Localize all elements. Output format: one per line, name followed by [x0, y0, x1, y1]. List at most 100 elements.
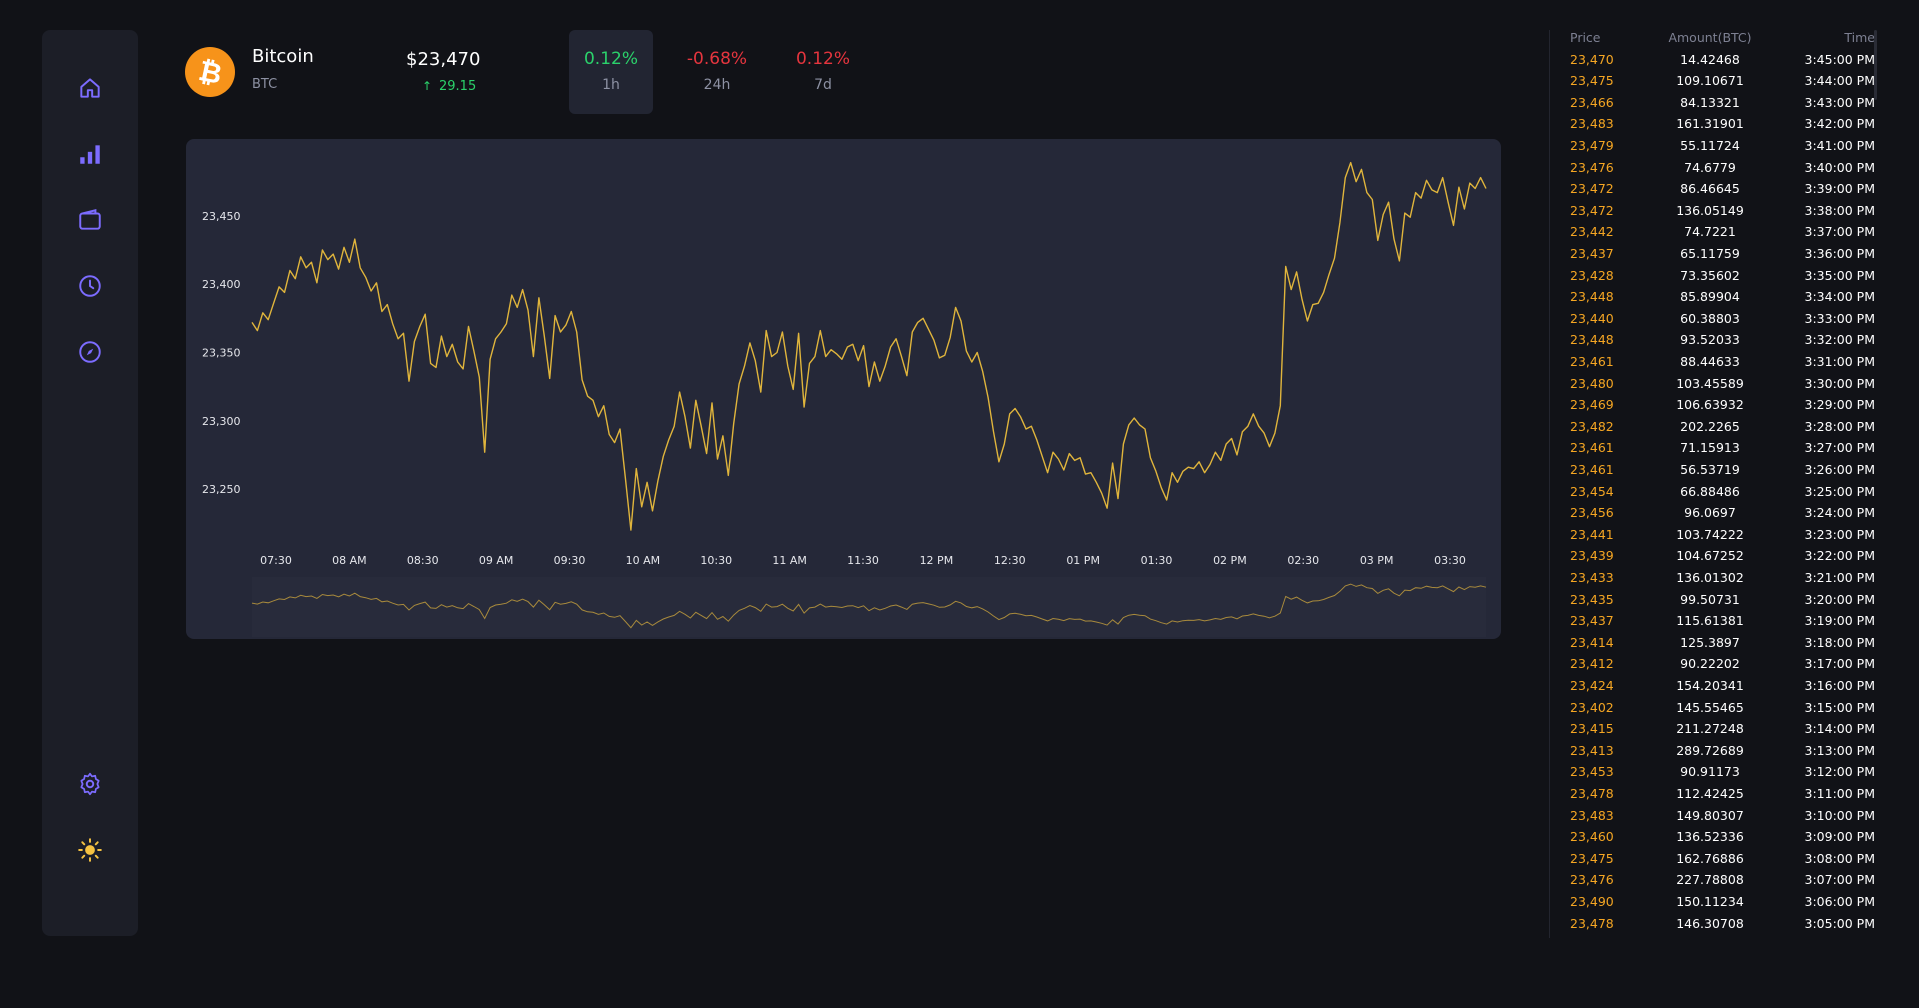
theme-toggle-button[interactable] — [74, 834, 106, 866]
trade-price: 23,479 — [1570, 138, 1614, 153]
trade-row: 23,478 146.30708 3:05:00 PM — [1550, 916, 1875, 938]
settings-button[interactable] — [74, 768, 106, 800]
sun-icon — [78, 838, 102, 862]
trade-row: 23,412 90.22202 3:17:00 PM — [1550, 656, 1875, 678]
trade-row: 23,413 289.72689 3:13:00 PM — [1550, 743, 1875, 765]
trade-price: 23,472 — [1570, 202, 1614, 218]
trade-row: 23,414 125.3897 3:18:00 PM — [1550, 635, 1875, 657]
tab-24h[interactable]: -0.68% 24h — [675, 30, 759, 114]
trade-amount: 154.20341 — [1676, 678, 1744, 693]
trade-amount: 73.35602 — [1680, 267, 1740, 283]
trade-row: 23,454 66.88486 3:25:00 PM — [1550, 484, 1875, 506]
x-tick-label: 09 AM — [479, 554, 514, 567]
trade-amount: 90.91173 — [1680, 764, 1740, 780]
y-tick-label: 23,450 — [202, 210, 241, 223]
trade-price: 23,415 — [1570, 721, 1614, 737]
arrow-up-icon: ↑ — [422, 79, 433, 93]
coin-symbol: BTC — [252, 77, 278, 92]
trade-amount: 112.42425 — [1676, 786, 1744, 801]
trade-amount: 146.30708 — [1676, 915, 1744, 931]
trade-amount: 136.01302 — [1676, 570, 1744, 585]
trade-time: 3:09:00 PM — [1804, 829, 1875, 845]
trade-amount: 99.50731 — [1680, 591, 1740, 607]
x-tick-label: 01 PM — [1066, 554, 1100, 567]
trade-time: 3:32:00 PM — [1804, 332, 1875, 348]
x-tick-label: 03:30 — [1434, 554, 1466, 567]
trade-time: 3:45:00 PM — [1804, 51, 1875, 67]
trade-header: Price Amount(BTC) Time — [1550, 30, 1875, 52]
y-tick-label: 23,250 — [202, 483, 241, 496]
trade-row: 23,475 109.10671 3:44:00 PM — [1550, 73, 1875, 95]
trade-amount: 202.2265 — [1680, 418, 1740, 434]
sidebar-item-home[interactable] — [74, 72, 106, 104]
trade-time: 3:35:00 PM — [1804, 267, 1875, 283]
trade-row: 23,466 84.13321 3:43:00 PM — [1550, 95, 1875, 117]
trade-time: 3:33:00 PM — [1804, 310, 1875, 326]
trade-amount: 103.45589 — [1676, 375, 1744, 391]
trade-time: 3:29:00 PM — [1804, 397, 1875, 413]
trade-row: 23,476 227.78808 3:07:00 PM — [1550, 872, 1875, 894]
trade-row: 23,439 104.67252 3:22:00 PM — [1550, 548, 1875, 570]
trade-row: 23,461 56.53719 3:26:00 PM — [1550, 462, 1875, 484]
trade-time: 3:26:00 PM — [1804, 462, 1875, 477]
trade-amount: 136.05149 — [1676, 202, 1744, 218]
compass-icon — [79, 341, 101, 363]
gear-icon — [80, 772, 100, 796]
trade-price: 23,483 — [1570, 807, 1614, 823]
trade-time: 3:43:00 PM — [1804, 94, 1875, 110]
trade-time: 3:31:00 PM — [1804, 354, 1875, 369]
trade-price: 23,441 — [1570, 526, 1614, 542]
trade-price: 23,435 — [1570, 591, 1614, 607]
trade-row: 23,472 136.05149 3:38:00 PM — [1550, 203, 1875, 225]
navigator-background[interactable] — [252, 577, 1486, 637]
trade-amount: 106.63932 — [1676, 397, 1744, 413]
trade-row: 23,440 60.38803 3:33:00 PM — [1550, 311, 1875, 333]
trade-price: 23,482 — [1570, 418, 1614, 434]
trade-amount: 74.6779 — [1684, 159, 1736, 175]
trade-time: 3:44:00 PM — [1804, 73, 1875, 89]
sidebar-item-wallet[interactable] — [74, 204, 106, 236]
trade-amount: 93.52033 — [1680, 332, 1740, 348]
trade-price: 23,476 — [1570, 872, 1614, 888]
trade-price: 23,440 — [1570, 310, 1614, 326]
y-tick-label: 23,400 — [202, 278, 241, 291]
trade-row: 23,483 161.31901 3:42:00 PM — [1550, 116, 1875, 138]
trade-row: 23,469 106.63932 3:29:00 PM — [1550, 397, 1875, 419]
y-tick-label: 23,300 — [202, 415, 241, 428]
trade-row: 23,461 71.15913 3:27:00 PM — [1550, 440, 1875, 462]
trade-row: 23,437 115.61381 3:19:00 PM — [1550, 613, 1875, 635]
trade-time: 3:14:00 PM — [1804, 721, 1875, 737]
sidebar-item-history[interactable] — [74, 270, 106, 302]
trade-amount: 149.80307 — [1676, 807, 1744, 823]
trade-row: 23,479 55.11724 3:41:00 PM — [1550, 138, 1875, 160]
trade-amount: 161.31901 — [1676, 116, 1744, 132]
tab-24h-label: 24h — [703, 77, 731, 93]
trade-amount: 96.0697 — [1684, 505, 1736, 521]
coin-name: Bitcoin — [252, 46, 314, 67]
trade-price: 23,439 — [1570, 548, 1614, 564]
x-tick-label: 08 AM — [332, 554, 367, 567]
sidebar-item-markets[interactable] — [74, 138, 106, 170]
tab-7d[interactable]: 0.12% 7d — [781, 30, 865, 114]
trade-time: 3:36:00 PM — [1804, 246, 1875, 261]
trade-row: 23,482 202.2265 3:28:00 PM — [1550, 419, 1875, 441]
trade-row: 23,456 96.0697 3:24:00 PM — [1550, 505, 1875, 527]
trade-amount: 66.88486 — [1680, 483, 1740, 499]
trades-scrollbar[interactable] — [1874, 30, 1877, 100]
bar-chart-icon — [80, 145, 100, 164]
trade-price: 23,469 — [1570, 397, 1614, 413]
trade-amount: 56.53719 — [1680, 462, 1740, 477]
price-chart-svg: 23,450 23,400 23,350 23,300 23,250 07:30 08 AM… — [202, 161, 1487, 637]
sidebar-item-explore[interactable] — [74, 336, 106, 368]
tab-7d-label: 7d — [814, 77, 832, 93]
header-time: Time — [1844, 30, 1875, 45]
price-chart[interactable]: 23,450 23,400 23,350 23,300 23,250 07:30 08 AM… — [186, 139, 1501, 639]
x-tick-label: 10:30 — [700, 554, 732, 567]
trade-price: 23,470 — [1570, 51, 1614, 67]
trade-time: 3:20:00 PM — [1804, 591, 1875, 607]
trade-row: 23,480 103.45589 3:30:00 PM — [1550, 376, 1875, 398]
trade-price: 23,478 — [1570, 786, 1614, 801]
tab-1h[interactable]: 0.12% 1h — [569, 30, 653, 114]
trade-price: 23,428 — [1570, 267, 1614, 283]
x-tick-label: 08:30 — [407, 554, 439, 567]
